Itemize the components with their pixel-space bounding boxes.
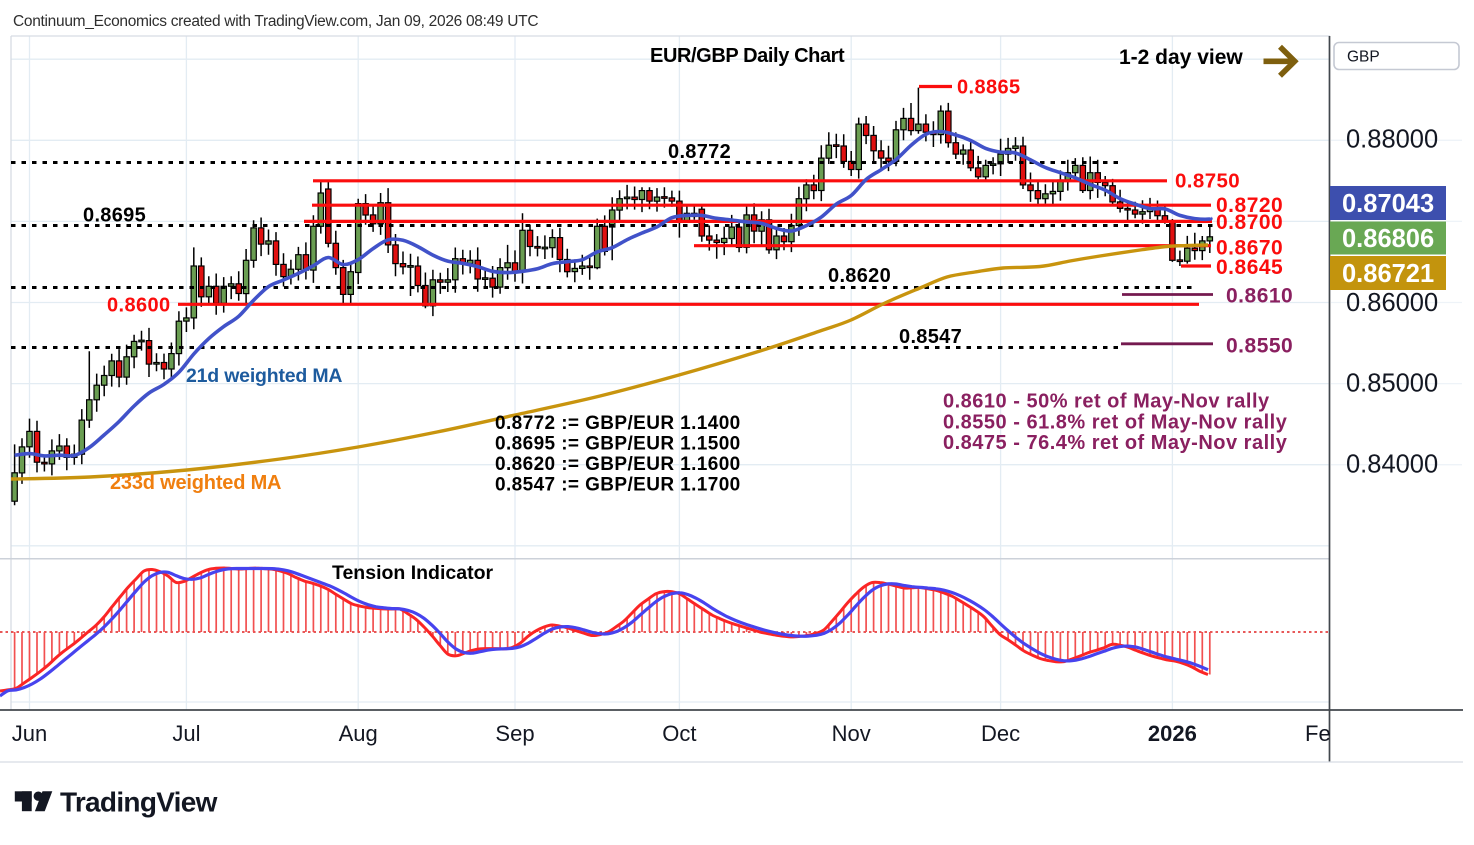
svg-text:0.85000: 0.85000 — [1346, 370, 1438, 398]
svg-text:0.8720: 0.8720 — [1216, 194, 1283, 217]
svg-text:0.8610: 0.8610 — [1226, 285, 1293, 308]
svg-text:0.8772: 0.8772 — [668, 141, 731, 163]
svg-text:0.8865: 0.8865 — [957, 77, 1021, 99]
svg-text:0.86806: 0.86806 — [1342, 225, 1434, 253]
svg-text:0.8547: 0.8547 — [899, 326, 962, 348]
svg-text:0.8750: 0.8750 — [1175, 170, 1240, 193]
svg-text:Oct: Oct — [662, 721, 696, 746]
svg-text:0.8695 := GBP/EUR 1.1500: 0.8695 := GBP/EUR 1.1500 — [495, 434, 741, 455]
svg-text:0.8772 := GBP/EUR 1.1400: 0.8772 := GBP/EUR 1.1400 — [495, 413, 741, 434]
svg-text:0.84000: 0.84000 — [1346, 451, 1438, 479]
svg-text:233d weighted MA: 233d weighted MA — [110, 472, 281, 494]
svg-text:0.86000: 0.86000 — [1346, 289, 1438, 317]
svg-text:Continuum_Economics created wi: Continuum_Economics created with Trading… — [13, 13, 538, 30]
svg-text:Tension Indicator: Tension Indicator — [332, 562, 493, 584]
svg-text:Aug: Aug — [339, 721, 378, 746]
svg-text:1-2 day view: 1-2 day view — [1119, 46, 1243, 69]
svg-text:0.8475 - 76.4% ret of May-Nov: 0.8475 - 76.4% ret of May-Nov rally — [943, 432, 1288, 454]
svg-text:0.8620: 0.8620 — [828, 265, 891, 287]
svg-text:Dec: Dec — [981, 721, 1020, 746]
svg-text:0.88000: 0.88000 — [1346, 126, 1438, 154]
svg-text:Sep: Sep — [495, 721, 534, 746]
svg-text:Fe: Fe — [1305, 721, 1331, 746]
svg-text:TradingView: TradingView — [60, 787, 218, 818]
svg-text:Nov: Nov — [832, 721, 871, 746]
svg-text:0.8547 := GBP/EUR 1.1700: 0.8547 := GBP/EUR 1.1700 — [495, 475, 741, 496]
svg-text:EUR/GBP Daily Chart: EUR/GBP Daily Chart — [650, 45, 845, 67]
svg-text:0.8550 - 61.8% ret of May-Nov: 0.8550 - 61.8% ret of May-Nov rally — [943, 412, 1288, 434]
svg-text:GBP: GBP — [1347, 49, 1380, 66]
svg-text:Jun: Jun — [12, 721, 47, 746]
svg-text:0.8600: 0.8600 — [107, 295, 171, 317]
svg-text:0.8550: 0.8550 — [1226, 335, 1293, 358]
svg-text:2026: 2026 — [1148, 721, 1197, 746]
svg-text:21d weighted MA: 21d weighted MA — [186, 365, 342, 387]
svg-text:Jul: Jul — [172, 721, 200, 746]
svg-text:0.8620 := GBP/EUR 1.1600: 0.8620 := GBP/EUR 1.1600 — [495, 454, 741, 475]
svg-text:0.8670: 0.8670 — [1216, 237, 1283, 260]
svg-text:0.8700: 0.8700 — [1216, 211, 1283, 234]
svg-text:0.8695: 0.8695 — [83, 205, 146, 227]
svg-text:0.86721: 0.86721 — [1342, 260, 1434, 288]
svg-text:0.8610 - 50% ret of May-Nov ra: 0.8610 - 50% ret of May-Nov rally — [943, 391, 1270, 413]
svg-text:0.8645: 0.8645 — [1216, 256, 1283, 279]
svg-text:0.87043: 0.87043 — [1342, 190, 1434, 218]
